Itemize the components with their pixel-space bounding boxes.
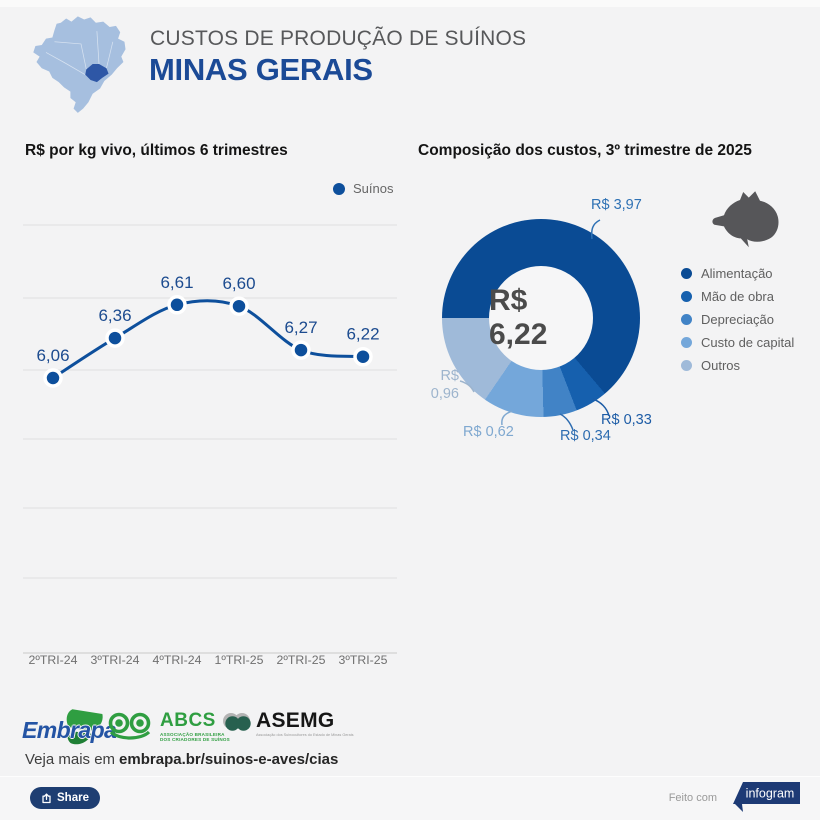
share-label: Share: [57, 792, 89, 804]
credit: Feito com infogram: [669, 781, 802, 815]
bottom-bar: Share Feito com infogram: [0, 776, 820, 820]
embrapa-logo: Embrapa: [22, 708, 137, 750]
line-chart-title: R$ por kg vivo, últimos 6 trimestres: [25, 142, 288, 159]
slice-label-alimentacao: R$ 3,97: [591, 197, 642, 213]
svg-text:6,60: 6,60: [222, 274, 255, 293]
svg-text:3ºTRI-25: 3ºTRI-25: [339, 653, 388, 667]
svg-text:6,27: 6,27: [284, 318, 317, 337]
donut-legend-item[interactable]: Custo de capital: [681, 331, 794, 354]
legend-label: Custo de capital: [701, 335, 795, 350]
svg-text:6,36: 6,36: [98, 306, 131, 325]
svg-text:1ºTRI-25: 1ºTRI-25: [215, 653, 264, 667]
donut-legend-item[interactable]: Outros: [681, 354, 794, 377]
legend-dot-icon: [681, 268, 692, 279]
credit-prefix: Feito com: [668, 792, 717, 804]
top-strip: [0, 0, 820, 7]
brazil-map-icon: [33, 16, 126, 113]
legend-dot-icon: [333, 182, 345, 195]
legend-dot-icon: [681, 314, 692, 325]
legend-dot-icon: [681, 360, 692, 371]
legend-label: Depreciação: [701, 312, 774, 327]
legend-label: Alimentação: [701, 266, 773, 281]
legend-label: Mão de obra: [701, 289, 774, 304]
donut-hole: R$ 6,22: [489, 266, 593, 370]
asemg-logo: ASEMG Associação dos Suinocultores do Es…: [222, 710, 354, 738]
svg-text:6,61: 6,61: [160, 273, 193, 292]
share-icon: [42, 792, 51, 803]
donut-chart-wrap: R$ 6,22: [442, 219, 640, 417]
page-title: MINAS GERAIS: [149, 52, 373, 87]
infogram-badge[interactable]: infogram: [726, 781, 802, 815]
legend-label: Suínos: [353, 181, 394, 196]
slice-label-custo-de-capital: R$ 0,62: [463, 424, 514, 440]
svg-text:2ºTRI-25: 2ºTRI-25: [277, 653, 326, 667]
slice-label-depreciacao: R$ 0,34: [560, 428, 611, 444]
asemg-icon: [223, 713, 251, 731]
veja-link[interactable]: embrapa.br/suinos-e-aves/cias: [119, 751, 339, 768]
line-chart-legend[interactable]: Suínos: [333, 181, 393, 196]
donut-center-value: R$ 6,22: [489, 284, 548, 351]
slice-label-outros: R$ 0,96: [430, 368, 459, 403]
pig-icon: [712, 191, 779, 248]
slice-label-mao-de-obra: R$ 0,33: [601, 412, 652, 428]
donut-legend-item[interactable]: Alimentação: [681, 262, 794, 285]
donut-legend-item[interactable]: Depreciação: [681, 308, 794, 331]
donut-legend-item[interactable]: Mão de obra: [681, 285, 794, 308]
svg-text:4ºTRI-24: 4ºTRI-24: [153, 653, 202, 667]
abcs-icon: [108, 712, 151, 740]
donut-legend: Alimentação Mão de obra Depreciação Custo d…: [681, 262, 794, 377]
svg-text:6,22: 6,22: [346, 325, 379, 344]
asemg-subtext: Associação dos Suinocultores do Estado d…: [256, 733, 354, 737]
svg-text:6,06: 6,06: [36, 346, 69, 365]
infogram-label: infogram: [746, 787, 795, 801]
abcs-logo: ABCS ASSOCIAÇÃO BRASILEIRA DOS CRIADORES…: [106, 710, 234, 742]
svg-text:3ºTRI-24: 3ºTRI-24: [91, 653, 140, 667]
share-button[interactable]: Share: [30, 787, 100, 809]
veja-prefix: Veja mais em: [25, 751, 116, 768]
svg-text:2ºTRI-24: 2ºTRI-24: [29, 653, 78, 667]
footer-link-line: Veja mais em embrapa.br/suinos-e-aves/cia…: [25, 751, 338, 768]
legend-label: Outros: [701, 358, 741, 373]
embrapa-leaf-icon: [66, 709, 103, 745]
embrapa-wordmark: Embrapa: [22, 717, 117, 743]
abcs-wordmark: ABCS: [160, 710, 216, 731]
abcs-subtext: ASSOCIAÇÃO BRASILEIRA DOS CRIADORES DE S…: [160, 732, 230, 742]
asemg-wordmark: ASEMG: [256, 709, 335, 732]
header-kicker: CUSTOS DE PRODUÇÃO DE SUÍNOS: [150, 27, 527, 50]
donut-chart-title: Composição dos custos, 3º trimestre de 2…: [418, 142, 752, 159]
legend-dot-icon: [681, 291, 692, 302]
line-chart[interactable]: 6,06 2ºTRI-24 6,36 3ºTRI-24 6,61 4ºTRI-24 6,60…: [15, 205, 405, 680]
legend-dot-icon: [681, 337, 692, 348]
